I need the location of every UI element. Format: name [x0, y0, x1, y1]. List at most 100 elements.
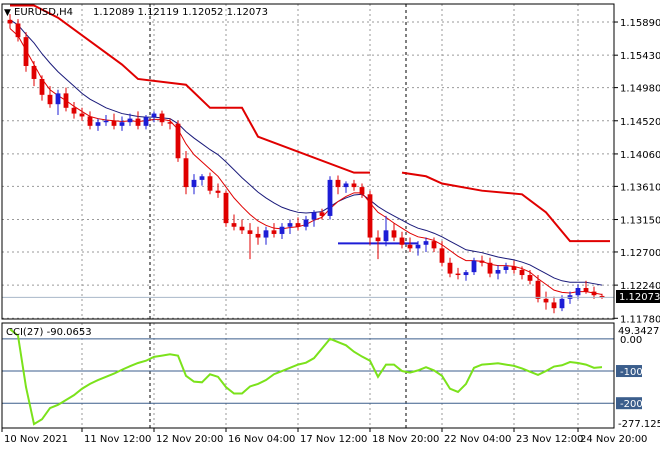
candle-body	[463, 272, 469, 276]
candle-body	[551, 302, 557, 309]
candle-body	[31, 65, 37, 79]
time-tick-label: 17 Nov 12:00	[300, 434, 367, 445]
candle-body	[327, 179, 333, 216]
candle-body	[575, 288, 581, 296]
candle-body	[15, 23, 21, 38]
cci-panel-frame	[1, 322, 615, 429]
candle-body	[367, 194, 373, 238]
candle-body	[135, 118, 141, 126]
candle-body	[167, 122, 173, 124]
candle-body	[455, 273, 461, 276]
candle-body	[103, 120, 109, 123]
candle-body	[431, 241, 437, 249]
candle-body	[175, 123, 181, 159]
candle-body	[87, 116, 93, 126]
cci-level-label: 0.00	[620, 335, 642, 346]
candle-body	[55, 93, 61, 105]
candle-body	[183, 158, 189, 188]
candle-body	[279, 226, 285, 234]
price-tick-label: 1.13150	[620, 216, 660, 227]
cci-top-label: 49.3427	[618, 326, 659, 337]
candle-body	[407, 244, 413, 249]
time-tick-label: 22 Nov 04:00	[444, 434, 511, 445]
candle-body	[519, 269, 525, 276]
candle-body	[351, 183, 357, 188]
candle-body	[207, 176, 213, 191]
price-tick-label: 1.14980	[620, 84, 660, 95]
candle-body	[399, 237, 405, 245]
candle-body	[263, 230, 269, 238]
price-tick-label: 1.13610	[620, 182, 660, 193]
candle-body	[375, 237, 381, 242]
candle-body	[231, 223, 237, 227]
candle-body	[343, 183, 349, 188]
price-tick-label: 1.14520	[620, 117, 660, 128]
candle-body	[535, 280, 541, 299]
candle-body	[39, 78, 45, 95]
candle-body	[239, 226, 245, 231]
time-tick-label: 11 Nov 12:00	[84, 434, 151, 445]
cci-panel	[2, 328, 614, 426]
candle-body	[199, 176, 205, 180]
candle-body	[383, 230, 389, 242]
cci-level-label: -200	[620, 399, 643, 410]
candle-body	[95, 122, 101, 126]
candle-body	[119, 122, 125, 126]
ohlc-label: 1.12089 1.12119 1.12052 1.12073	[93, 7, 268, 18]
candle-body	[511, 266, 517, 270]
candle-body	[311, 212, 317, 220]
candle-body	[503, 266, 509, 270]
symbol-arrow-icon: ▼	[4, 8, 11, 18]
candle-body	[151, 113, 157, 118]
candle-body	[471, 260, 477, 273]
candle-body	[127, 118, 133, 123]
cci-level-label: -100	[620, 367, 643, 378]
price-tick-label: 1.15430	[620, 51, 660, 62]
candle-body	[447, 262, 453, 274]
ma-slow-line	[9, 19, 603, 286]
candle-body	[63, 93, 69, 108]
candle-body	[543, 298, 549, 303]
candle-body	[319, 212, 325, 216]
candle-body	[295, 223, 301, 227]
candle-body	[271, 230, 277, 234]
candle-body	[71, 107, 77, 114]
candle-body	[111, 120, 117, 126]
grid	[2, 4, 614, 428]
candle-body	[255, 233, 261, 238]
price-tick-label: 1.12240	[620, 281, 660, 292]
candle-body	[159, 113, 165, 123]
last-price-box	[616, 290, 660, 303]
candle-body	[215, 190, 221, 193]
candle-body	[591, 291, 597, 296]
price-tick-label: 1.11780	[620, 314, 660, 325]
axes: 1.15890 1.15430 1.14980 1.14520 1.14060 1.136…	[1, 18, 660, 445]
candle-body	[303, 219, 309, 227]
candle-body	[7, 19, 13, 24]
candle-body	[495, 269, 501, 274]
price-tick-label: 1.14060	[620, 150, 660, 161]
ma-fast-line	[9, 28, 603, 295]
candle-body	[191, 179, 197, 188]
candle-body	[47, 94, 53, 105]
candle-body	[287, 223, 293, 227]
candle-body	[143, 117, 149, 126]
price-tick-label: 1.12700	[620, 248, 660, 259]
symbol-label: EURUSD,H4	[14, 7, 73, 18]
candle-body	[527, 275, 533, 281]
cci-label: CCI(27) -90.0653	[6, 327, 92, 338]
time-tick-label: 18 Nov 20:00	[372, 434, 439, 445]
candle-body	[79, 113, 85, 117]
envelope-line	[10, 4, 610, 243]
cci-bottom-label: -277.1253	[618, 419, 660, 430]
price-tick-label: 1.15890	[620, 18, 660, 29]
cci-level-badge	[616, 365, 642, 378]
candle-body	[599, 295, 605, 298]
candle-body	[247, 230, 253, 234]
cci-line	[9, 328, 603, 426]
frames	[1, 3, 615, 429]
price-panel	[2, 4, 614, 314]
candle-body	[487, 262, 493, 274]
